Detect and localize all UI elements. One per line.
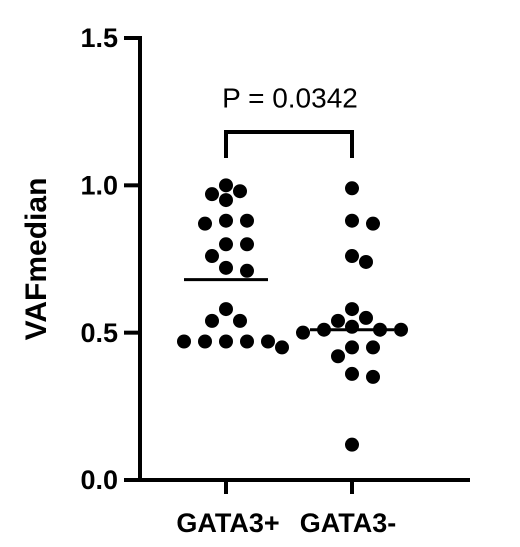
data-point: [366, 216, 380, 231]
p-value: P = 0.0342: [222, 82, 358, 113]
data-point: [219, 178, 233, 193]
data-point: [331, 349, 345, 364]
data-point: [366, 369, 380, 384]
data-point: [205, 249, 219, 264]
x-tick-label: GATA3+: [176, 508, 279, 538]
y-tick-label: 1.5: [80, 23, 118, 53]
data-point: [219, 237, 233, 252]
data-point: [345, 181, 359, 196]
data-point: [345, 302, 359, 317]
data-point: [345, 213, 359, 228]
data-point: [205, 313, 219, 328]
data-point: [198, 216, 212, 231]
data-point: [331, 313, 345, 328]
data-point: [240, 263, 254, 278]
data-point: [261, 334, 275, 349]
y-tick-label: 1.0: [80, 170, 118, 200]
data-point: [240, 334, 254, 349]
data-point: [345, 249, 359, 264]
y-tick-label: 0.5: [80, 318, 118, 348]
data-point: [296, 325, 310, 340]
y-axis-label: VAFmedian: [20, 178, 53, 341]
data-point: [205, 187, 219, 202]
data-point: [219, 260, 233, 275]
data-point: [345, 366, 359, 381]
x-tick-label: GATA3-: [300, 508, 397, 538]
data-point: [177, 334, 191, 349]
data-point: [275, 340, 289, 355]
significance-bracket: [224, 130, 354, 158]
data-point: [394, 322, 408, 337]
y-tick-label: 0.0: [80, 465, 118, 495]
data-point: [345, 319, 359, 334]
data-point: [219, 213, 233, 228]
data-point: [345, 437, 359, 452]
data-point: [359, 254, 373, 269]
data-point: [240, 213, 254, 228]
data-point: [345, 340, 359, 355]
data-point: [219, 193, 233, 208]
data-point: [359, 310, 373, 325]
data-point: [366, 340, 380, 355]
data-point: [233, 184, 247, 199]
data-point: [219, 334, 233, 349]
data-point: [219, 302, 233, 317]
data-point: [240, 237, 254, 252]
data-point: [198, 334, 212, 349]
data-point: [233, 313, 247, 328]
